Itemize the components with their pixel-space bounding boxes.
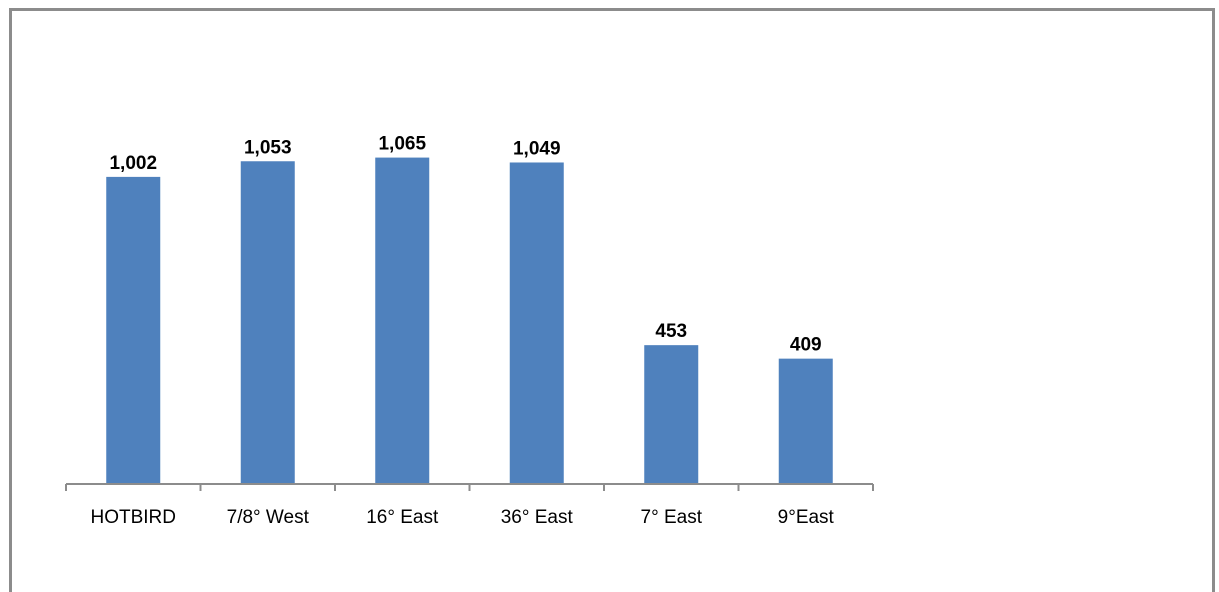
- bar-2: [375, 157, 430, 484]
- category-label-0: HOTBIRD: [91, 507, 177, 528]
- data-label-3: 1,049: [513, 138, 561, 159]
- bar-0: [106, 176, 161, 484]
- data-label-5: 409: [790, 335, 822, 356]
- data-label-1: 1,053: [244, 137, 292, 158]
- category-labels-group: HOTBIRD 7/8° West 16° East 36° East 7° East 9…: [91, 507, 835, 528]
- bar-3: [509, 162, 564, 484]
- data-label-4: 453: [655, 321, 687, 342]
- data-label-2: 1,065: [378, 134, 426, 155]
- category-label-4: 7° East: [641, 507, 703, 528]
- category-label-3: 36° East: [501, 507, 574, 528]
- chart-frame: [9, 8, 1215, 592]
- data-labels-group: 1,002 1,053 1,065 1,049 453 409: [109, 134, 821, 356]
- category-label-2: 16° East: [366, 507, 439, 528]
- bar-4: [644, 345, 699, 484]
- category-label-1: 7/8° West: [227, 507, 310, 528]
- bar-1: [240, 161, 295, 484]
- bar-5: [778, 358, 833, 484]
- data-label-0: 1,002: [109, 153, 157, 174]
- bars-group: [106, 157, 833, 484]
- x-axis-ticks: [65, 484, 874, 491]
- category-label-5: 9°East: [778, 507, 835, 528]
